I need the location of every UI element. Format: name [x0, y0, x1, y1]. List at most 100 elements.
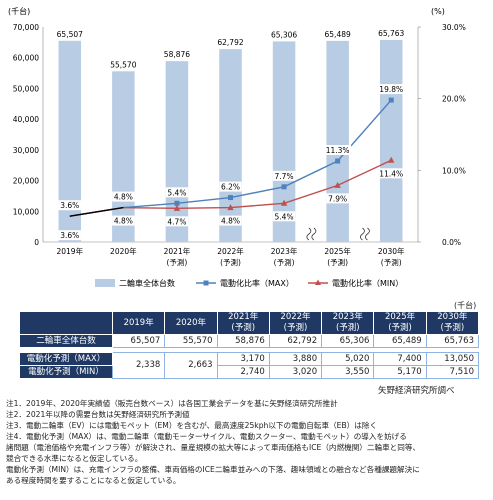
- line-value-label: 5.4%: [275, 212, 294, 221]
- table-header-cell: 2025年 (予測): [373, 311, 427, 335]
- table-cell: 7,510: [425, 365, 480, 379]
- line-value-label: 19.8%: [379, 85, 403, 94]
- table-header-cell: 2021年 (予測): [216, 311, 270, 335]
- line-point: [388, 156, 395, 163]
- right-tick-label: 20.0%: [442, 95, 466, 104]
- x-tick-sublabel: (予測): [381, 257, 402, 267]
- table-cell: 3,170: [216, 352, 270, 366]
- label-bg: [58, 200, 81, 211]
- table-cell: 62,792: [268, 334, 323, 348]
- merged-value-2019: 2,338: [111, 352, 166, 379]
- row-label-max: 電動化予測（MAX）: [19, 352, 113, 366]
- table-header-cell: 2030年 (予測): [425, 311, 480, 335]
- right-tick-label: 0.0%: [442, 238, 461, 247]
- left-unit-label: (千台): [8, 6, 30, 16]
- x-tick-label: 2025年: [324, 246, 351, 256]
- table-unit: (千台): [454, 301, 477, 310]
- bar: [326, 40, 349, 243]
- table-header-cell: 2022年 (予測): [268, 311, 323, 335]
- label-bg: [165, 187, 189, 198]
- line-value-label: 11.4%: [379, 169, 403, 178]
- left-tick-label: 70,000: [13, 23, 39, 32]
- x-tick-label: 2030年: [378, 246, 405, 256]
- line-value-label: 11.3%: [326, 146, 350, 155]
- axis-break-mark: [360, 227, 370, 241]
- table-cell: 3,020: [268, 365, 323, 379]
- line-value-label: 3.6%: [60, 201, 79, 210]
- label-bg: [377, 168, 405, 179]
- table-header-cell: 2019年: [111, 311, 166, 335]
- table-header-cell: 2023年 (予測): [321, 311, 375, 335]
- table-row-min: 電動化予測（MIN） 2,740 3,020 3,550 5,170 7,510: [19, 365, 480, 379]
- data-labels: 65,507 55,570 58,876 62,792 65,306 65,489 65,7…: [57, 29, 405, 241]
- legend-label-min: 電動化比率（MIN）: [332, 278, 403, 288]
- row-label-total: 二輪車全体台数: [19, 334, 113, 348]
- table-cell: 3,880: [268, 352, 323, 366]
- left-tick-label: 30,000: [13, 146, 39, 155]
- bars: [58, 40, 403, 243]
- line-point: [388, 97, 394, 103]
- chart: (千台) (%) 0 10,000 20,000 30,000 40,000 50,000…: [8, 6, 466, 288]
- line-point: [227, 204, 234, 211]
- line-value-label: 4.8%: [114, 217, 133, 226]
- line-point: [174, 200, 180, 206]
- lines: [69, 97, 395, 217]
- table-cell: 65,763: [425, 334, 480, 348]
- note-line: 諸問題（電池価格や充電インフラ等）が解決され、量産規模の拡大等によって車両価格も…: [6, 443, 421, 452]
- x-tick-label: 2019年: [56, 246, 83, 256]
- bar: [272, 41, 296, 243]
- table-cell: 5,170: [373, 365, 427, 379]
- note-line: 注4．電動化予測（MAX）は、電動二輪車（電動モーターサイクル、電動スクーター、…: [6, 432, 407, 441]
- line-value-label: 6.2%: [221, 183, 240, 192]
- label-bg: [165, 216, 189, 227]
- table-cell: 3,550: [321, 365, 375, 379]
- line-value-label: 5.4%: [167, 188, 186, 197]
- source-note: 矢野経済研究所調べ: [378, 386, 455, 396]
- bar: [58, 40, 82, 242]
- table-cell: 58,876: [216, 334, 270, 348]
- label-bg: [326, 193, 349, 204]
- left-tick-label: 0: [34, 238, 39, 247]
- right-unit-label: (%): [431, 7, 445, 16]
- label-bg: [58, 230, 81, 241]
- table-row-max: 電動化予測（MAX） 2,338 2,663 3,170 3,880 5,020 7,…: [19, 352, 480, 379]
- actual-line: [69, 206, 124, 217]
- table-row-total: 二輪車全体台数 65,507 55,570 58,876 62,792 65,306 65…: [19, 334, 480, 348]
- note-line: 注2．2021年以降の需要台数は矢野経済研究所予測値: [6, 410, 190, 419]
- x-tick-sublabel: (予測): [327, 257, 348, 267]
- notes: 注1．2019年、2020年実績値（販売台数ベース）は各国工業会データを基に矢野…: [6, 398, 490, 486]
- left-tick-label: 60,000: [13, 54, 39, 63]
- right-tick-label: 30.0%: [442, 23, 466, 32]
- x-tick-sublabel: (予測): [220, 257, 241, 267]
- table-cell: 2,740: [216, 365, 270, 379]
- legend: 二輪車全体台数 電動化比率（MAX） 電動化比率（MIN）: [95, 278, 403, 288]
- line-value-label: 7.7%: [275, 172, 294, 181]
- bar: [219, 49, 242, 243]
- table-cell: 7,400: [373, 352, 427, 366]
- line-value-label: 4.7%: [167, 217, 186, 226]
- line-value-label: 4.8%: [114, 193, 133, 202]
- legend-label-bar: 二輪車全体台数: [119, 278, 175, 288]
- label-bg: [112, 215, 135, 226]
- table-cell: 65,306: [321, 334, 375, 348]
- label-bg: [219, 181, 242, 192]
- x-tick-label: 2022年: [217, 246, 244, 256]
- line-point: [334, 181, 341, 188]
- note-line: 電動化予測（MIN）は、充電インフラの整備、車両価格のICE二輪車並みへの下落、…: [6, 465, 420, 474]
- label-bg: [272, 170, 296, 181]
- legend-marker-min: [315, 279, 321, 285]
- left-tick-label: 50,000: [13, 84, 39, 93]
- label-bg: [324, 145, 352, 156]
- bar: [165, 61, 189, 243]
- merged-value-2020: 2,663: [164, 352, 218, 379]
- bar-value-label: 58,876: [164, 50, 190, 59]
- row-label-min: 電動化予測（MIN）: [19, 365, 113, 379]
- note-line: 注3．電動二輪車（EV）には電動モペット（EM）を含むが、最高速度25kph以下…: [6, 421, 378, 430]
- legend-swatch-bar: [95, 279, 115, 287]
- label-bg: [272, 211, 296, 222]
- axis-break-gap: [362, 228, 368, 241]
- axis-break-gap: [308, 228, 314, 241]
- x-tick-label: 2021年: [164, 246, 191, 256]
- note-line: 競合できる水準になると仮定している。: [6, 454, 143, 463]
- label-bg: [112, 191, 135, 202]
